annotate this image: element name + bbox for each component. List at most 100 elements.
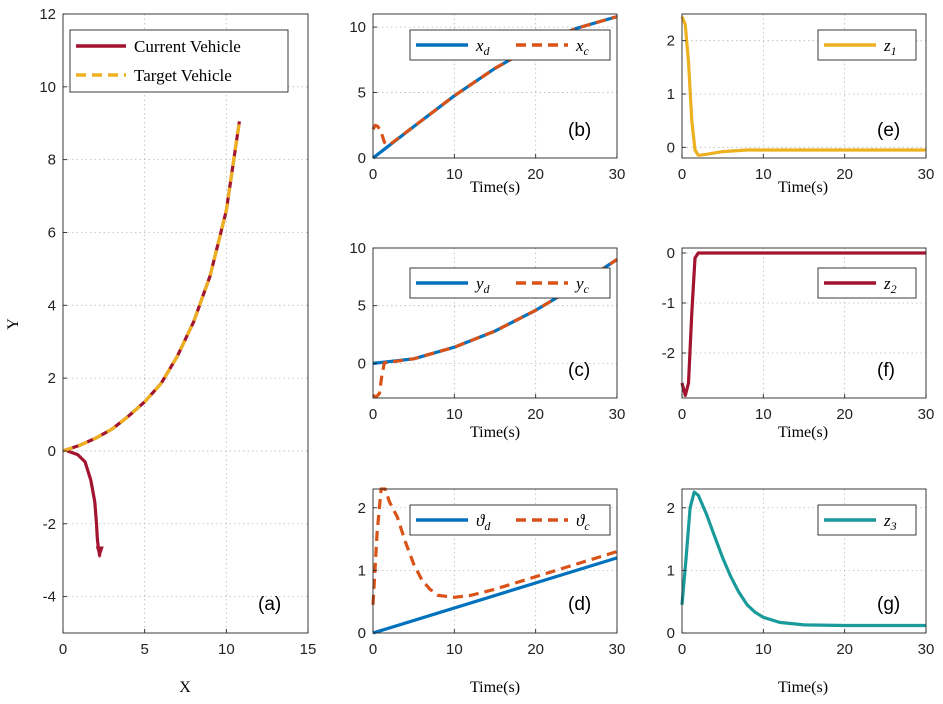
panel-label: (b) bbox=[568, 120, 591, 141]
chart-panel-e: 0 10 20 30 0 1 2 Time(s) (e) z1 bbox=[667, 13, 935, 196]
x-tick-label: 10 bbox=[755, 641, 772, 658]
x-tick-label: 0 bbox=[678, 641, 686, 658]
y-tick-label: 8 bbox=[48, 152, 56, 169]
x-axis-label: Time(s) bbox=[470, 424, 520, 441]
series-line-a-0 bbox=[66, 449, 102, 557]
y-tick-label: 0 bbox=[358, 150, 366, 167]
legend-a: Current Vehicle Target Vehicle bbox=[69, 29, 289, 93]
legend-entry-label: Target Vehicle bbox=[134, 66, 232, 85]
y-tick-label: 10 bbox=[349, 240, 366, 257]
y-tick-label: -4 bbox=[43, 589, 56, 606]
panel-label: (c) bbox=[568, 360, 590, 381]
series-line-c-1 bbox=[372, 258, 618, 399]
axes-frame bbox=[372, 247, 618, 399]
panel-label: (d) bbox=[568, 594, 591, 615]
y-tick-label: 4 bbox=[48, 297, 56, 314]
series-line-a-2 bbox=[62, 121, 241, 453]
panel-label: (f) bbox=[877, 360, 895, 381]
y-tick-label: 0 bbox=[667, 625, 675, 642]
legend-e: z1 bbox=[817, 29, 917, 61]
x-axis-label: Time(s) bbox=[778, 179, 828, 196]
y-tick-label: 5 bbox=[358, 85, 366, 102]
x-tick-label: 20 bbox=[527, 406, 544, 423]
y-tick-label: 0 bbox=[48, 443, 56, 460]
series-line-e-0 bbox=[680, 16, 926, 157]
x-tick-label: 30 bbox=[918, 406, 935, 423]
axes-frame bbox=[62, 13, 309, 634]
x-tick-label: 10 bbox=[446, 166, 463, 183]
y-tick-label: 0 bbox=[358, 625, 366, 642]
x-tick-label: 30 bbox=[609, 406, 626, 423]
x-tick-label: 30 bbox=[609, 641, 626, 658]
y-tick-label: 0 bbox=[667, 245, 675, 262]
x-tick-label: 0 bbox=[369, 641, 377, 658]
x-tick-label: 10 bbox=[755, 166, 772, 183]
x-tick-label: 10 bbox=[218, 641, 235, 658]
x-tick-label: 20 bbox=[527, 641, 544, 658]
legend-g: z3 bbox=[817, 504, 917, 536]
x-tick-label: 30 bbox=[918, 166, 935, 183]
x-tick-label: 0 bbox=[678, 166, 686, 183]
y-tick-label: 12 bbox=[39, 6, 56, 23]
x-tick-label: 20 bbox=[836, 641, 853, 658]
y-tick-label: 2 bbox=[667, 33, 675, 50]
x-axis-label: Time(s) bbox=[778, 679, 828, 696]
y-axis-label: Y bbox=[5, 318, 22, 330]
chart-panel-d: 0 10 20 30 0 1 2 Time(s) (d) ϑd ϑc bbox=[358, 487, 626, 696]
x-tick-label: 10 bbox=[755, 406, 772, 423]
x-axis-label: Time(s) bbox=[470, 679, 520, 696]
chart-panel-b: 0 10 20 30 0 5 10 Time(s) (b) xd xc bbox=[349, 13, 626, 196]
y-tick-label: 1 bbox=[667, 86, 675, 103]
x-tick-label: 0 bbox=[369, 406, 377, 423]
y-tick-label: 0 bbox=[358, 355, 366, 372]
y-tick-label: 2 bbox=[667, 500, 675, 517]
legend-entry-label: Current Vehicle bbox=[134, 37, 241, 56]
chart-panel-a: 0 5 10 15 -4 -2 0 2 4 6 8 10 12 X Y (a) Current Vehicle T… bbox=[5, 6, 316, 696]
x-tick-label: 30 bbox=[609, 166, 626, 183]
x-tick-label: 20 bbox=[527, 166, 544, 183]
y-tick-label: 5 bbox=[358, 298, 366, 315]
axes-frame bbox=[681, 13, 927, 159]
series-line-d-0 bbox=[372, 556, 618, 635]
panel-label: (g) bbox=[877, 594, 900, 615]
series-line-g-0 bbox=[680, 490, 926, 628]
legend-d: ϑd ϑc bbox=[409, 504, 611, 536]
x-tick-label: 15 bbox=[300, 641, 317, 658]
x-tick-label: 0 bbox=[369, 166, 377, 183]
series-line-a-1 bbox=[62, 121, 241, 453]
y-tick-label: 6 bbox=[48, 224, 56, 241]
axes-frame bbox=[372, 13, 618, 159]
y-tick-label: 1 bbox=[667, 562, 675, 579]
y-tick-label: 10 bbox=[349, 19, 366, 36]
x-tick-label: 20 bbox=[836, 166, 853, 183]
y-tick-label: -2 bbox=[43, 516, 56, 533]
chart-panel-f: 0 10 20 30 0 -1 -2 Time(s) (f) z2 bbox=[662, 245, 935, 441]
axes-frame bbox=[681, 247, 927, 399]
chart-panel-c: 0 10 20 30 0 5 10 Time(s) (c) yd yc bbox=[349, 240, 625, 441]
legend-box bbox=[69, 29, 289, 93]
axes-frame bbox=[372, 488, 618, 634]
x-tick-label: 10 bbox=[446, 641, 463, 658]
y-tick-label: -2 bbox=[662, 345, 675, 362]
y-tick-label: 10 bbox=[39, 79, 56, 96]
legend-f: z2 bbox=[817, 267, 917, 299]
panel-label: (e) bbox=[877, 120, 900, 141]
panel-label: (a) bbox=[258, 594, 281, 615]
y-tick-label: -1 bbox=[662, 295, 675, 312]
x-tick-label: 5 bbox=[140, 641, 148, 658]
legend-b: xd xc bbox=[409, 29, 611, 61]
x-tick-label: 0 bbox=[678, 406, 686, 423]
x-axis-label: Time(s) bbox=[470, 179, 520, 196]
x-tick-label: 20 bbox=[836, 406, 853, 423]
series-line-f-0 bbox=[680, 251, 926, 398]
y-tick-label: 1 bbox=[358, 562, 366, 579]
trajectory-end-arrow bbox=[95, 546, 104, 559]
axes-frame bbox=[681, 488, 927, 634]
y-tick-label: 0 bbox=[667, 139, 675, 156]
chart-panel-g: 0 10 20 30 0 1 2 Time(s) (g) z3 bbox=[667, 488, 935, 696]
x-tick-label: 30 bbox=[918, 641, 935, 658]
x-tick-label: 0 bbox=[59, 641, 67, 658]
y-tick-label: 2 bbox=[48, 370, 56, 387]
x-axis-label: Time(s) bbox=[778, 424, 828, 441]
